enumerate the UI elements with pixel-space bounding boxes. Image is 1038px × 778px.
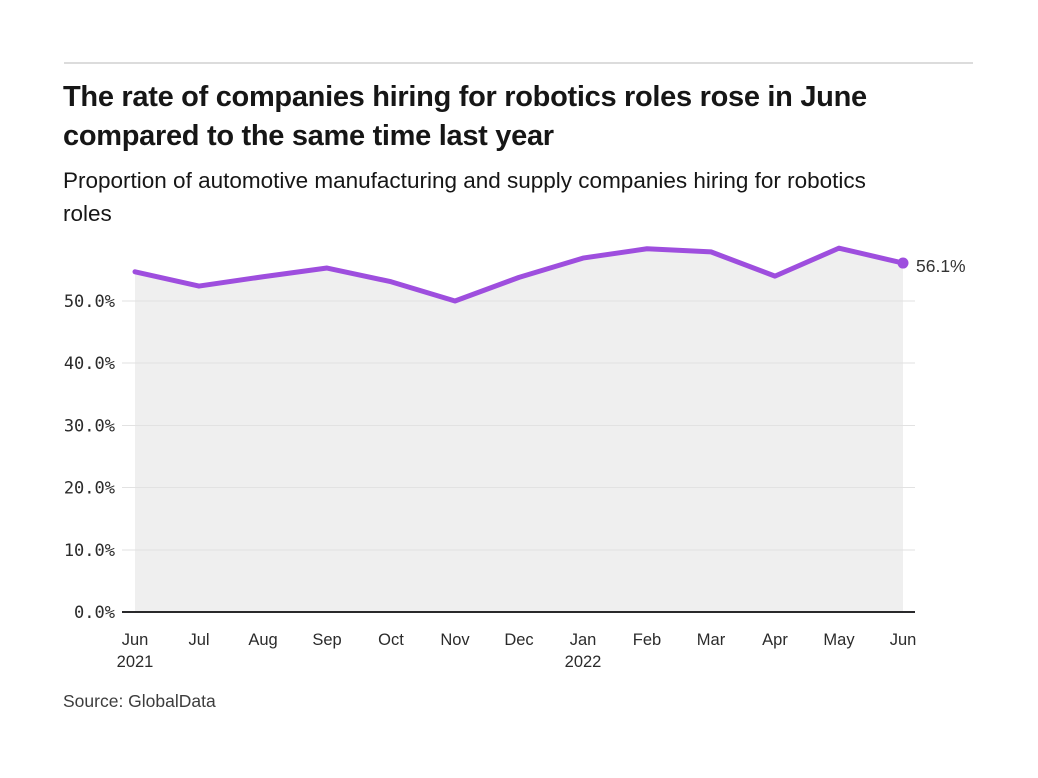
top-divider: [64, 62, 973, 64]
x-tick-label: Apr: [762, 631, 788, 649]
x-tick-label: Mar: [697, 631, 726, 649]
page-subtitle: Proportion of automotive manufacturing a…: [63, 168, 866, 226]
robotics-hiring-line-chart: 0.0% 10.0% 20.0% 30.0% 40.0% 50.0% Jun 2021 Jul A…: [64, 245, 917, 671]
x-tick-label: Oct: [378, 631, 404, 649]
x-tick-label: Jun: [890, 631, 917, 649]
y-tick-label: 0.0%: [74, 603, 115, 623]
y-tick-label: 50.0%: [64, 292, 115, 312]
x-tick-label: Dec: [504, 631, 533, 649]
x-tick-year-label: 2022: [565, 653, 602, 671]
data-line: [132, 245, 906, 304]
x-tick-label: Feb: [633, 631, 661, 649]
x-tick-label: Jul: [188, 631, 209, 649]
x-tick-label: May: [823, 631, 855, 649]
x-tick-label: Aug: [248, 631, 277, 649]
x-tick-year-label: 2021: [117, 653, 154, 671]
y-tick-label: 10.0%: [64, 541, 115, 561]
source-attribution: Source: GlobalData: [63, 691, 216, 711]
y-tick-label: 20.0%: [64, 479, 115, 499]
x-tick-label: Sep: [312, 631, 341, 649]
y-tick-label: 30.0%: [64, 416, 115, 436]
area-fill: [135, 248, 903, 612]
x-tick-label: Jan: [570, 631, 597, 649]
y-tick-label: 40.0%: [64, 354, 115, 374]
page-title: The rate of companies hiring for robotic…: [63, 81, 867, 152]
last-point-marker: [897, 257, 909, 269]
x-tick-label: Jun: [122, 631, 149, 649]
x-tick-label: Nov: [440, 631, 470, 649]
last-point-value-label: 56.1%: [916, 256, 966, 276]
